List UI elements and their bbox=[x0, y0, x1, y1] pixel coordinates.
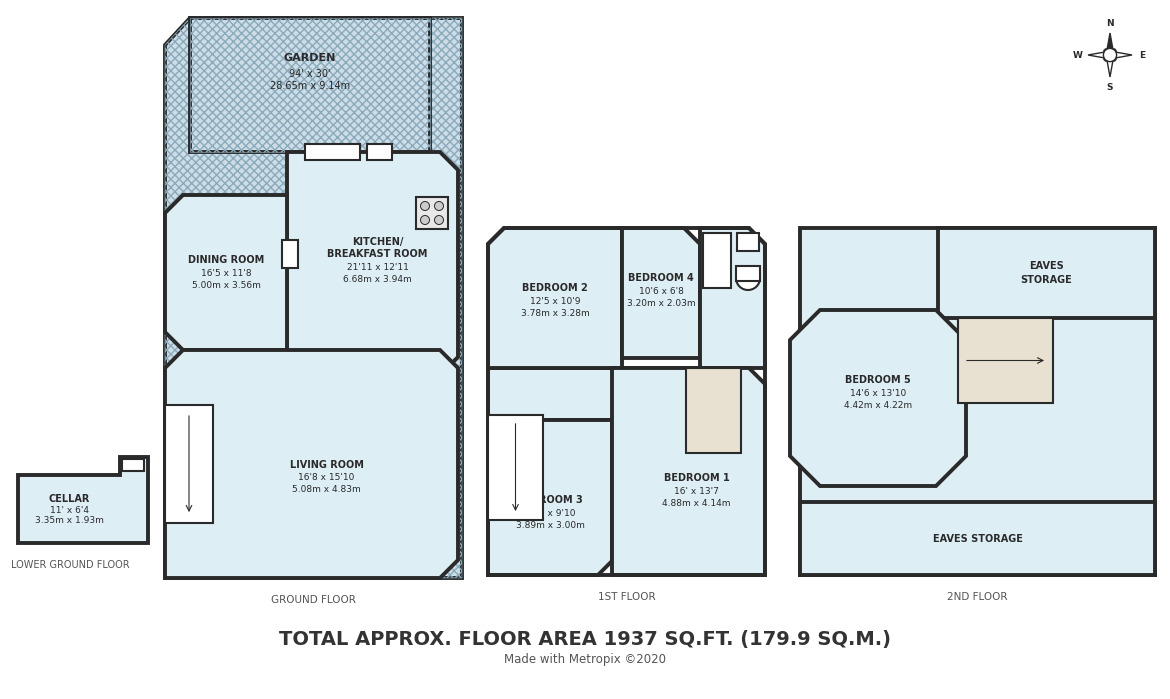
Circle shape bbox=[420, 215, 429, 224]
Bar bbox=[417, 197, 448, 229]
Text: 10'6 x 6'8: 10'6 x 6'8 bbox=[639, 287, 683, 296]
Text: LOWER GROUND FLOOR: LOWER GROUND FLOOR bbox=[11, 560, 130, 570]
Polygon shape bbox=[18, 457, 147, 543]
Bar bbox=[800, 502, 1155, 575]
Text: 28.65m x 9.14m: 28.65m x 9.14m bbox=[270, 81, 350, 91]
Polygon shape bbox=[622, 228, 700, 358]
Polygon shape bbox=[165, 195, 287, 350]
Bar bbox=[703, 233, 731, 288]
Text: 3.78m x 3.28m: 3.78m x 3.28m bbox=[521, 310, 590, 319]
Polygon shape bbox=[488, 228, 622, 368]
Bar bbox=[190, 18, 431, 152]
Text: BEDROOM 1: BEDROOM 1 bbox=[663, 473, 729, 483]
Bar bbox=[190, 18, 431, 152]
Text: 1ST FLOOR: 1ST FLOOR bbox=[598, 592, 655, 602]
Text: TOTAL APPROX. FLOOR AREA 1937 SQ.FT. (179.9 SQ.M.): TOTAL APPROX. FLOOR AREA 1937 SQ.FT. (17… bbox=[278, 630, 892, 649]
Text: 2ND FLOOR: 2ND FLOOR bbox=[948, 592, 1007, 602]
Text: 3.20m x 2.03m: 3.20m x 2.03m bbox=[627, 298, 695, 308]
Text: LIVING ROOM: LIVING ROOM bbox=[289, 460, 364, 470]
Circle shape bbox=[1103, 48, 1116, 62]
Polygon shape bbox=[1104, 50, 1133, 60]
Text: 16' x 13'7: 16' x 13'7 bbox=[674, 487, 718, 496]
Text: 4.42m x 4.22m: 4.42m x 4.22m bbox=[844, 401, 913, 410]
Text: DINING ROOM: DINING ROOM bbox=[188, 255, 264, 265]
Bar bbox=[367, 144, 392, 160]
Text: BEDROOM 5: BEDROOM 5 bbox=[845, 375, 911, 385]
Text: 16'5 x 11'8: 16'5 x 11'8 bbox=[201, 268, 252, 278]
Text: CELLAR: CELLAR bbox=[48, 493, 90, 504]
Polygon shape bbox=[1088, 50, 1116, 60]
Bar bbox=[282, 240, 298, 268]
Text: 5.08m x 4.83m: 5.08m x 4.83m bbox=[292, 486, 360, 494]
Polygon shape bbox=[488, 368, 700, 420]
Text: BEDROOM 2: BEDROOM 2 bbox=[522, 283, 587, 293]
Text: STORAGE: STORAGE bbox=[1020, 275, 1073, 285]
Text: 12'9 x 9'10: 12'9 x 9'10 bbox=[525, 508, 576, 517]
Text: BEDROOM 4: BEDROOM 4 bbox=[628, 273, 694, 283]
Text: 6.68m x 3.94m: 6.68m x 3.94m bbox=[343, 275, 412, 284]
Text: 4.88m x 4.14m: 4.88m x 4.14m bbox=[662, 498, 731, 507]
Text: GROUND FLOOR: GROUND FLOOR bbox=[271, 595, 356, 605]
Polygon shape bbox=[488, 420, 612, 575]
Polygon shape bbox=[700, 228, 765, 368]
Bar bbox=[686, 368, 741, 453]
Text: Made with Metropix ©2020: Made with Metropix ©2020 bbox=[504, 654, 666, 667]
Bar bbox=[737, 233, 759, 251]
Text: EAVES: EAVES bbox=[1030, 261, 1064, 271]
Text: 3.89m x 3.00m: 3.89m x 3.00m bbox=[516, 521, 585, 530]
Text: 16'8 x 15'10: 16'8 x 15'10 bbox=[298, 473, 355, 482]
Bar bbox=[958, 318, 1053, 403]
Polygon shape bbox=[958, 318, 966, 428]
Polygon shape bbox=[165, 350, 457, 578]
Bar bbox=[938, 228, 1155, 318]
Bar bbox=[305, 144, 360, 160]
Circle shape bbox=[420, 201, 429, 210]
Polygon shape bbox=[287, 152, 457, 375]
Circle shape bbox=[434, 215, 443, 224]
Text: KITCHEN/: KITCHEN/ bbox=[352, 237, 404, 247]
Text: N: N bbox=[1106, 18, 1114, 27]
Polygon shape bbox=[1104, 33, 1115, 61]
Polygon shape bbox=[1104, 49, 1115, 77]
Text: BREAKFAST ROOM: BREAKFAST ROOM bbox=[328, 249, 428, 259]
Text: 3.35m x 1.93m: 3.35m x 1.93m bbox=[35, 516, 103, 525]
Text: 11' x 6'4: 11' x 6'4 bbox=[49, 506, 89, 515]
Text: BEDROOM 3: BEDROOM 3 bbox=[517, 495, 583, 505]
Text: 94' x 30': 94' x 30' bbox=[289, 69, 331, 79]
Text: GARDEN: GARDEN bbox=[284, 53, 336, 63]
Text: W: W bbox=[1073, 50, 1083, 59]
Text: S: S bbox=[1107, 82, 1113, 92]
Text: 5.00m x 3.56m: 5.00m x 3.56m bbox=[192, 280, 261, 289]
Bar bbox=[800, 228, 1155, 575]
Bar bbox=[165, 405, 213, 523]
Text: EAVES STORAGE: EAVES STORAGE bbox=[932, 533, 1023, 544]
Polygon shape bbox=[165, 18, 462, 578]
Text: 12'5 x 10'9: 12'5 x 10'9 bbox=[530, 298, 580, 306]
Text: 14'6 x 13'10: 14'6 x 13'10 bbox=[849, 389, 906, 398]
Text: 21'11 x 12'11: 21'11 x 12'11 bbox=[346, 264, 408, 273]
Bar bbox=[122, 459, 144, 471]
Circle shape bbox=[434, 201, 443, 210]
Circle shape bbox=[736, 266, 760, 290]
Polygon shape bbox=[790, 310, 966, 486]
Text: E: E bbox=[1138, 50, 1145, 59]
Bar bbox=[736, 266, 760, 281]
Bar bbox=[488, 415, 543, 520]
Polygon shape bbox=[612, 368, 765, 575]
